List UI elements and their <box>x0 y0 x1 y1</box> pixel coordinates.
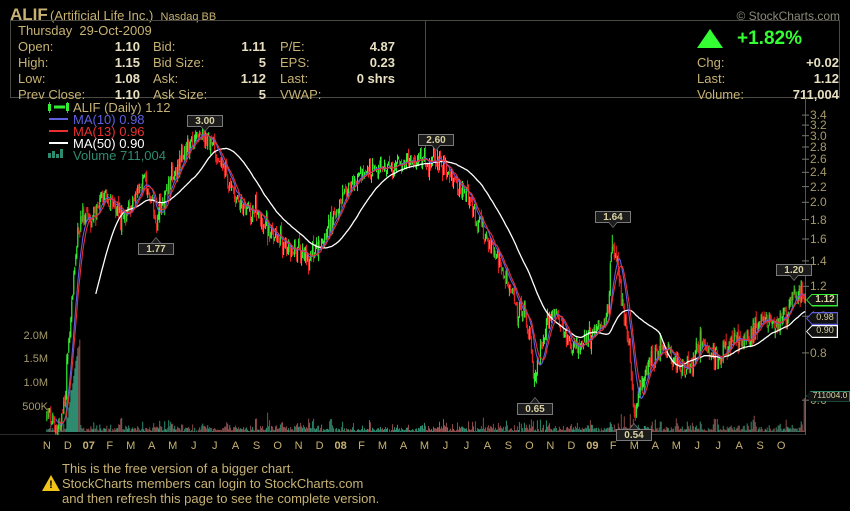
svg-text:!: ! <box>49 479 53 491</box>
